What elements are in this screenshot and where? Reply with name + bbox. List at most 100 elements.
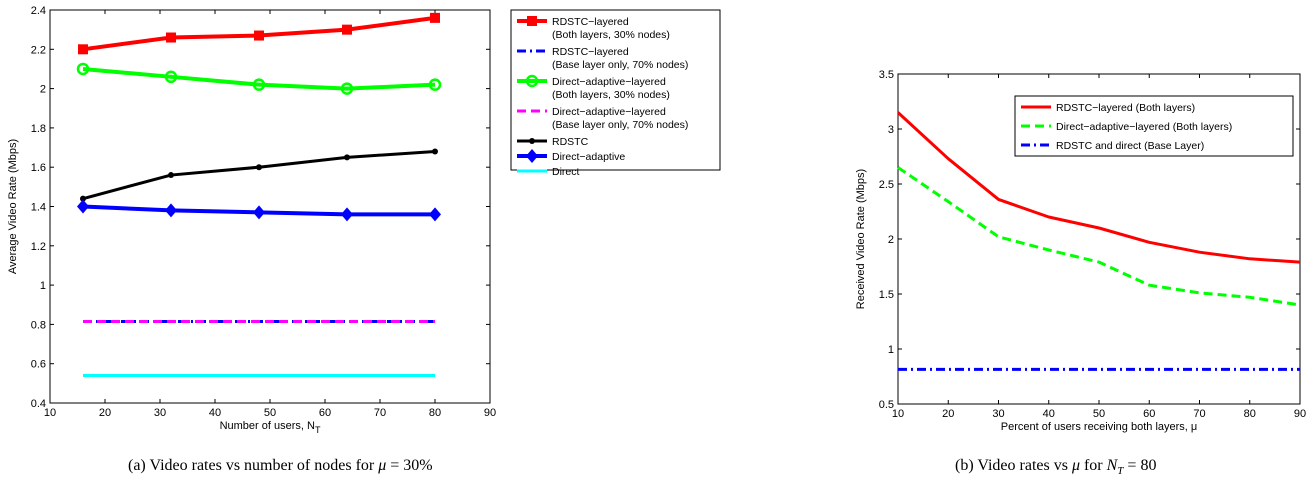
x-tick-label: 30 (154, 407, 166, 419)
caption-b: (b) Video rates vs μ for NT = 80 (955, 457, 1156, 477)
series-4 (80, 148, 438, 202)
x-tick-label: 20 (942, 408, 954, 420)
y-tick-label: 1.6 (31, 162, 46, 174)
caption-a-var: μ (378, 457, 387, 474)
data-point (165, 203, 177, 218)
x-tick-label: 40 (209, 407, 221, 419)
data-point (77, 199, 89, 214)
data-point (344, 154, 350, 161)
legend-entry-label: RDSTC−layered (Both layers) (1056, 102, 1195, 114)
series-0 (78, 12, 440, 55)
y-tick-label: 2.2 (31, 44, 46, 56)
data-point (428, 78, 442, 91)
data-point (78, 44, 88, 55)
legend-marker (529, 138, 535, 144)
data-point (164, 70, 178, 84)
legend-marker (527, 16, 537, 26)
data-point (429, 207, 441, 222)
x-tick-label: 90 (1294, 408, 1306, 420)
legend-box (510, 9, 721, 171)
legend-entry-label: Direct−adaptive−layered (552, 106, 666, 118)
data-point (166, 32, 176, 43)
data-point (168, 172, 174, 179)
y-tick-label: 3 (888, 124, 894, 136)
data-point (256, 164, 262, 171)
data-point (432, 148, 438, 155)
y-tick-label: 0.8 (31, 319, 46, 331)
x-tick-label: 20 (99, 407, 111, 419)
x-tick-label: 40 (1043, 408, 1055, 420)
x-axis-label: Percent of users receiving both layers, … (1001, 421, 1198, 433)
x-tick-label: 90 (484, 407, 496, 419)
legend-marker (525, 74, 539, 88)
legend-entry-label: RDSTC and direct (Base Layer) (1056, 140, 1204, 152)
legend-entry-label: (Base layer only, 70% nodes) (552, 59, 688, 71)
x-tick-label: 70 (1193, 408, 1205, 420)
data-point (76, 62, 90, 76)
y-tick-label: 3.5 (879, 69, 894, 81)
series-2 (76, 62, 442, 95)
caption-b-for: for (1079, 457, 1107, 474)
legend-entry-label: RDSTC (552, 136, 589, 148)
x-tick-label: 80 (1244, 408, 1256, 420)
caption-b-nt: N (1106, 457, 1118, 474)
caption-a-text: (a) Video rates vs number of nodes for (128, 457, 379, 474)
series-line (896, 111, 1301, 264)
y-tick-label: 1.8 (31, 123, 46, 135)
x-tick-label: 10 (44, 407, 56, 419)
series-5 (77, 199, 441, 222)
legend-entry-label: (Both layers, 30% nodes) (552, 89, 670, 101)
y-tick-label: 0.6 (31, 359, 46, 371)
data-point (340, 82, 354, 95)
y-tick-label: 1 (40, 280, 46, 292)
legend-box (1014, 95, 1294, 157)
legend-entry-label: RDSTC−layered (552, 46, 629, 58)
x-tick-label: 60 (319, 407, 331, 419)
data-point (341, 207, 353, 222)
x-axis-label-subscript: T (315, 425, 321, 435)
legend-entry-label: Direct−adaptive−layered (552, 76, 666, 88)
legend-entry-label: RDSTC−layered (552, 16, 629, 28)
caption-b-text: (b) Video rates vs (955, 457, 1072, 474)
data-point (430, 12, 440, 23)
y-tick-label: 1.5 (879, 289, 894, 301)
legend-entry-label: Direct−adaptive−layered (Both layers) (1056, 121, 1232, 133)
data-point (342, 24, 352, 35)
y-axis-label: Received Video Rate (Mbps) (855, 169, 867, 309)
caption-a: (a) Video rates vs number of nodes for μ… (128, 457, 433, 475)
y-tick-label: 2.4 (31, 5, 46, 17)
caption-b-eq: = 80 (1123, 457, 1157, 474)
legend-entry-label: (Base layer only, 70% nodes) (552, 119, 688, 131)
legend-entry-label: (Both layers, 30% nodes) (552, 29, 670, 41)
data-point (253, 205, 265, 220)
y-axis-label: Average Video Rate (Mbps) (7, 139, 19, 274)
y-tick-label: 1 (888, 344, 894, 356)
y-tick-label: 2.5 (879, 179, 894, 191)
legend-entry-label: Direct (552, 166, 580, 178)
x-tick-label: 60 (1143, 408, 1155, 420)
series-line (897, 166, 1301, 307)
series-line (82, 66, 436, 91)
caption-b-nt-sub: T (1117, 465, 1124, 478)
chart-panel-a: 10 20 30 40 50 60 70 80 90 0.4 0.6 0.8 1 1.2 1.4 1.6 1.8… (7, 5, 721, 435)
y-tick-label: 0.4 (31, 398, 46, 410)
legend-marker (526, 149, 538, 163)
x-tick-label: 80 (429, 407, 441, 419)
series-1 (897, 166, 1301, 307)
x-tick-label: 50 (264, 407, 276, 419)
data-point (254, 30, 264, 41)
x-tick-label: 10 (892, 408, 904, 420)
y-tick-label: 2 (40, 84, 46, 96)
series-0 (896, 111, 1301, 264)
x-tick-label: 50 (1093, 408, 1105, 420)
caption-b-var: μ (1071, 457, 1080, 474)
legend: RDSTC−layered(Both layers, 30% nodes)RDS… (510, 9, 721, 178)
y-tick-label: 1.4 (31, 202, 46, 214)
x-axis-label: Number of users, NT (220, 420, 321, 435)
caption-a-eq: = 30% (386, 457, 433, 474)
data-point (80, 195, 86, 202)
y-tick-label: 1.2 (31, 241, 46, 253)
y-tick-label: 2 (888, 234, 894, 246)
legend-entry-label: Direct−adaptive (552, 151, 625, 163)
